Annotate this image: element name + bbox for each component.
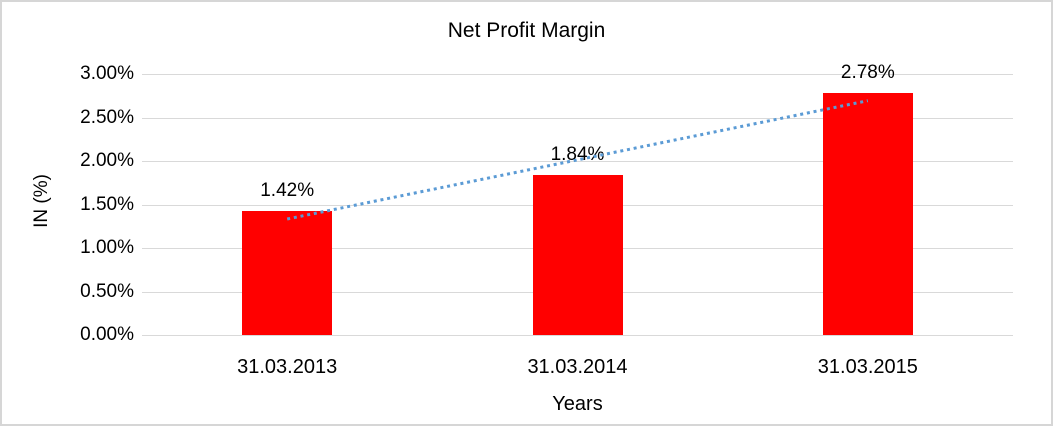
y-axis-tick-label: 3.00% <box>80 63 134 84</box>
trendline-path <box>286 99 869 221</box>
bar-data-label: 2.78% <box>840 62 895 84</box>
bar <box>532 174 623 335</box>
gridline <box>142 74 1013 75</box>
y-axis-tick-label: 2.50% <box>80 106 134 128</box>
bar-data-label: 1.42% <box>260 180 315 202</box>
y-axis-tick-label: 0.00% <box>80 324 134 345</box>
bar <box>242 211 333 335</box>
y-axis-tick-label: 0.50% <box>80 280 134 302</box>
gridline <box>142 117 1013 119</box>
trendline <box>286 99 869 221</box>
x-axis-tick-label: 31.03.2015 <box>817 356 918 378</box>
gridline <box>142 161 1013 162</box>
chart-title: Net Profit Margin <box>447 19 606 42</box>
y-axis-tick-label: 1.00% <box>80 237 134 258</box>
x-axis-tick-label: 31.03.2013 <box>237 356 338 378</box>
gridline <box>142 335 1013 336</box>
plot-area: Years 3.00% 2.50% 2.00% 1.50% 1.00% 0.50% 0.00… <box>80 62 1013 415</box>
y-axis-tick-label: 2.00% <box>80 150 134 171</box>
y-axis-tick-label: 1.50% <box>80 193 134 215</box>
x-axis-title: Years <box>552 393 603 415</box>
x-axis-tick-label: 31.03.2014 <box>527 356 628 378</box>
bar <box>822 93 913 335</box>
bar-data-label: 1.84% <box>550 143 605 165</box>
